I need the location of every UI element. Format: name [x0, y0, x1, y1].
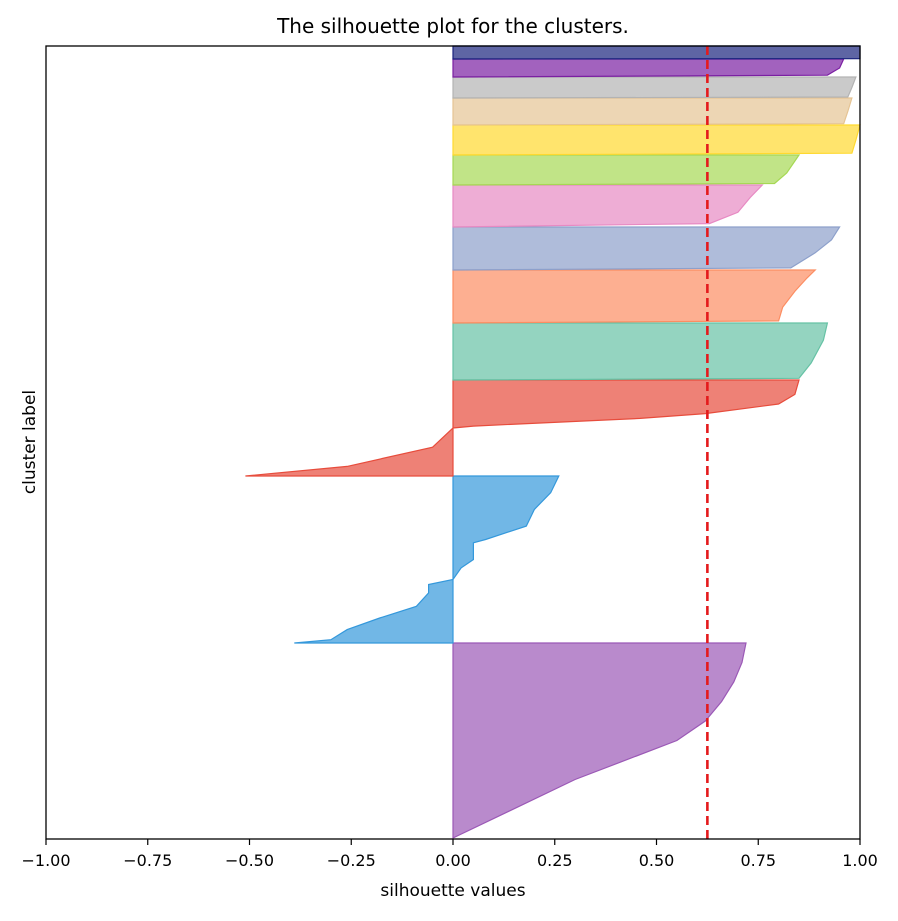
- cluster-silhouette-4: [452, 269, 817, 324]
- x-tick-label-1: −0.75: [123, 851, 172, 870]
- cluster-silhouette-0: [452, 642, 747, 839]
- x-tick-label-8: 1.00: [842, 851, 878, 870]
- cluster-silhouette-2: [245, 379, 800, 477]
- cluster-silhouette-6: [452, 184, 764, 228]
- y-axis-label: cluster label: [20, 390, 40, 494]
- chart-title: The silhouette plot for the clusters.: [276, 14, 629, 38]
- x-tick-label-3: −0.25: [327, 851, 376, 870]
- x-tick-label-0: −1.00: [21, 851, 70, 870]
- cluster-silhouette-12: [452, 45, 861, 60]
- cluster-silhouette-7: [452, 154, 801, 186]
- x-tick-label-4: 0.00: [435, 851, 471, 870]
- x-tick-label-5: 0.25: [537, 851, 573, 870]
- cluster-silhouette-3: [452, 322, 829, 381]
- x-tick-label-6: 0.50: [639, 851, 675, 870]
- cluster-series-group: [245, 45, 861, 839]
- cluster-silhouette-10: [452, 76, 857, 99]
- cluster-silhouette-1: [294, 475, 560, 644]
- x-axis-ticks: −1.00 −0.75 −0.50 −0.25 0.00 0.25 0.50 0.75 1.00: [21, 839, 878, 870]
- x-axis-label: silhouette values: [380, 881, 525, 901]
- x-tick-label-7: 0.75: [740, 851, 776, 870]
- cluster-silhouette-9: [452, 97, 853, 126]
- cluster-silhouette-11: [452, 58, 845, 78]
- x-tick-label-2: −0.50: [225, 851, 274, 870]
- cluster-silhouette-8: [452, 124, 861, 156]
- cluster-silhouette-5: [452, 226, 841, 271]
